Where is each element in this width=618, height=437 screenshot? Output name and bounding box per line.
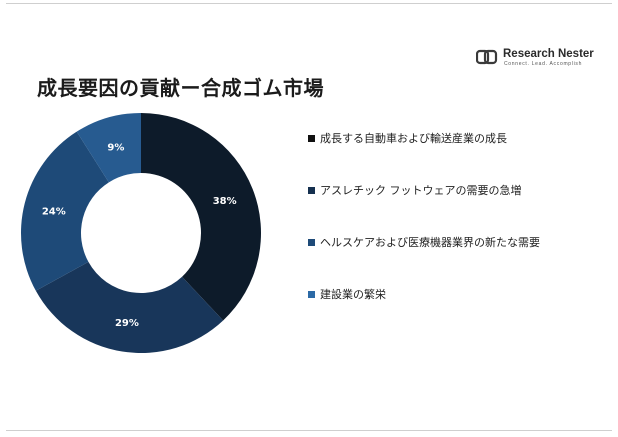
legend-item-3: ヘルスケアおよび医療機器業界の新たな需要 [308, 235, 540, 249]
legend-swatch [308, 186, 315, 194]
legend-label: ヘルスケアおよび医療機器業界の新たな需要 [320, 236, 540, 249]
logo-name: Research Nester [503, 48, 594, 60]
slice-value-label: 38% [213, 196, 237, 207]
legend-swatch [308, 290, 315, 298]
donut-slice-2 [35, 261, 224, 354]
donut-slice-4 [76, 113, 141, 183]
slice-value-label: 24% [42, 207, 66, 218]
bottom-divider [6, 430, 612, 431]
chart-title: 成長要因の貢献ー合成ゴム市場 [37, 76, 324, 100]
donut-slice-3 [20, 131, 109, 291]
slice-value-label: 9% [107, 143, 124, 154]
logo-tagline: Connect. Lead. Accomplish [504, 61, 583, 67]
legend-item-1: 成長する自動車および輸送産業の成長 [308, 131, 540, 145]
legend-item-2: アスレチック フットウェアの需要の急増 [308, 183, 540, 197]
legend-item-4: 建設業の繁栄 [308, 287, 540, 301]
top-divider [6, 3, 612, 4]
research-nester-logo: Research Nester Connect. Lead. Accomplis… [476, 48, 611, 70]
legend-label: 成長する自動車および輸送産業の成長 [320, 132, 507, 145]
logo-mark-icon [476, 49, 498, 65]
donut-slice-1 [141, 113, 262, 321]
legend-label: アスレチック フットウェアの需要の急増 [320, 184, 522, 197]
chart-legend: 成長する自動車および輸送産業の成長アスレチック フットウェアの需要の急増ヘルスケ… [308, 131, 540, 339]
legend-swatch [308, 134, 315, 142]
legend-swatch [308, 238, 315, 246]
legend-label: 建設業の繁栄 [320, 288, 386, 301]
slice-value-label: 29% [115, 318, 139, 329]
